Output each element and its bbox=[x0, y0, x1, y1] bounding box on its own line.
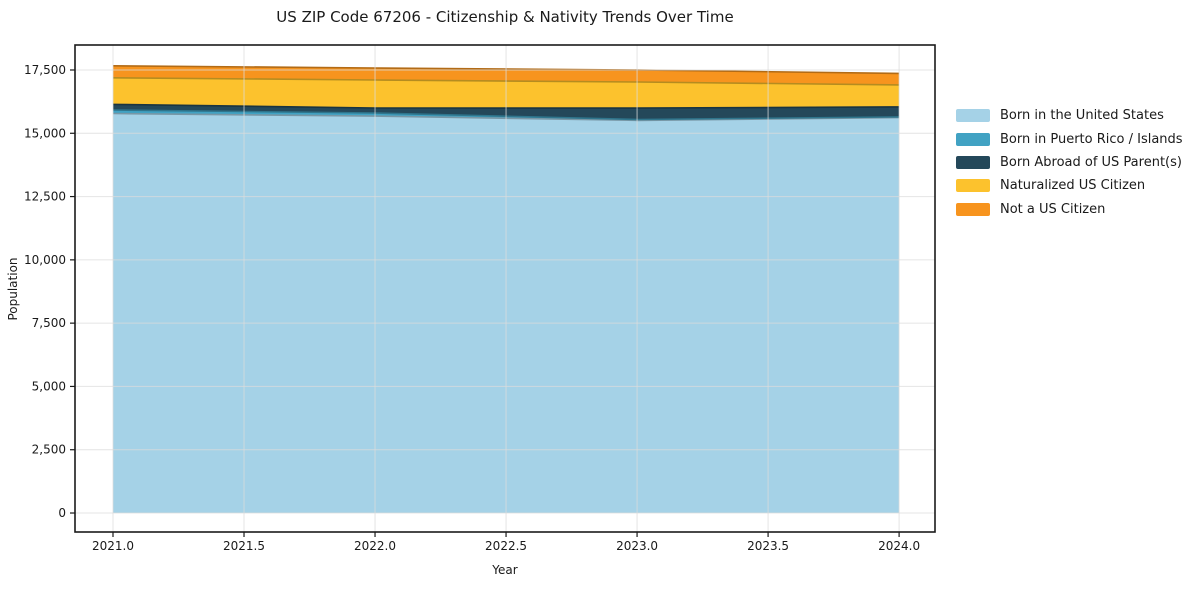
legend-label: Born in the United States bbox=[1000, 108, 1164, 124]
chart-title: US ZIP Code 67206 - Citizenship & Nativi… bbox=[276, 8, 734, 26]
x-tick-label: 2022.5 bbox=[485, 539, 527, 553]
legend-label: Naturalized US Citizen bbox=[1000, 178, 1146, 194]
y-tick-label: 7,500 bbox=[32, 316, 66, 330]
legend-item-naturalized-us-citizen: Naturalized US Citizen bbox=[956, 174, 1183, 197]
legend-item-born-in-the-united-states: Born in the United States bbox=[956, 104, 1183, 127]
y-tick-label: 0 bbox=[58, 506, 66, 520]
y-axis-label: Population bbox=[6, 257, 20, 321]
x-tick-label: 2024.0 bbox=[878, 539, 920, 553]
y-tick-label: 15,000 bbox=[24, 126, 66, 140]
x-tick-label: 2021.0 bbox=[92, 539, 134, 553]
x-tick-label: 2023.0 bbox=[616, 539, 658, 553]
y-tick-label: 12,500 bbox=[24, 190, 66, 204]
legend-swatch bbox=[956, 132, 990, 146]
legend-item-born-abroad-of-us-parent-s: Born Abroad of US Parent(s) bbox=[956, 151, 1183, 174]
legend-swatch bbox=[956, 179, 990, 193]
legend-label: Born in Puerto Rico / Islands bbox=[1000, 131, 1183, 147]
y-tick-label: 10,000 bbox=[24, 253, 66, 267]
legend-item-not-a-us-citizen: Not a US Citizen bbox=[956, 198, 1183, 221]
legend-swatch bbox=[956, 155, 990, 169]
legend-item-born-in-puerto-rico-islands: Born in Puerto Rico / Islands bbox=[956, 127, 1183, 150]
y-tick-label: 2,500 bbox=[32, 443, 66, 457]
x-axis-label: Year bbox=[492, 563, 518, 577]
legend-swatch bbox=[956, 202, 990, 216]
x-tick-label: 2023.5 bbox=[747, 539, 789, 553]
legend: Born in the United States Born in Puerto … bbox=[956, 104, 1183, 221]
y-tick-label: 17,500 bbox=[24, 63, 66, 77]
y-tick-label: 5,000 bbox=[32, 379, 66, 393]
legend-swatch bbox=[956, 109, 990, 123]
legend-label: Not a US Citizen bbox=[1000, 201, 1106, 217]
plot-frame bbox=[74, 44, 936, 533]
x-tick-label: 2022.0 bbox=[354, 539, 396, 553]
x-tick-label: 2021.5 bbox=[223, 539, 265, 553]
legend-label: Born Abroad of US Parent(s) bbox=[1000, 154, 1182, 170]
